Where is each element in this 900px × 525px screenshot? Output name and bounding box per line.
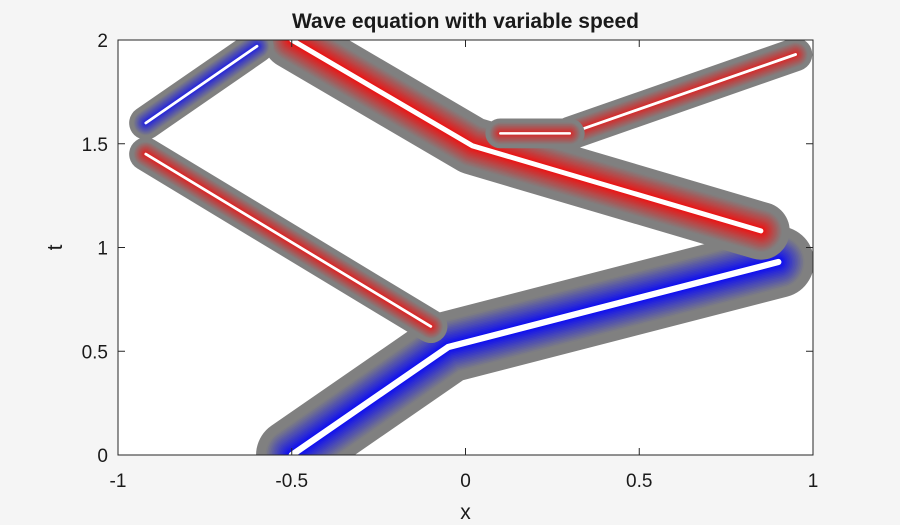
contour-crest	[289, 40, 764, 234]
y-tick-label: 0.5	[82, 342, 108, 363]
reflected-wave-back-contours	[263, 40, 790, 260]
x-tick-label: 0.5	[626, 471, 652, 492]
primary-wave-up-contours	[256, 226, 813, 455]
y-tick-label: 1.5	[82, 135, 108, 156]
contour-crest	[568, 53, 797, 135]
contour-layer	[129, 40, 813, 455]
y-tick-label: 2	[97, 31, 108, 52]
upper-left-wave-contours	[129, 40, 274, 140]
x-axis-label: x	[460, 501, 471, 524]
contour-crest	[144, 152, 433, 328]
y-axis-label: t	[44, 244, 67, 250]
upper-right-wave-contours	[553, 40, 813, 151]
chart-title: Wave equation with variable speed	[292, 10, 639, 33]
contour-crest	[144, 44, 259, 125]
reflected-wave-left-contours	[129, 137, 448, 344]
x-tick-label: -1	[110, 471, 127, 492]
contour-crest	[288, 258, 782, 455]
x-tick-label: 1	[808, 471, 819, 492]
y-tick-label: 0	[97, 446, 108, 467]
x-tick-label: -0.5	[275, 471, 308, 492]
x-tick-label: 0	[460, 471, 471, 492]
tick-layer: -1 -0.5 0 0.5 1 0 0.5 1 1.5 2	[82, 31, 819, 492]
y-tick-label: 1	[97, 239, 108, 260]
